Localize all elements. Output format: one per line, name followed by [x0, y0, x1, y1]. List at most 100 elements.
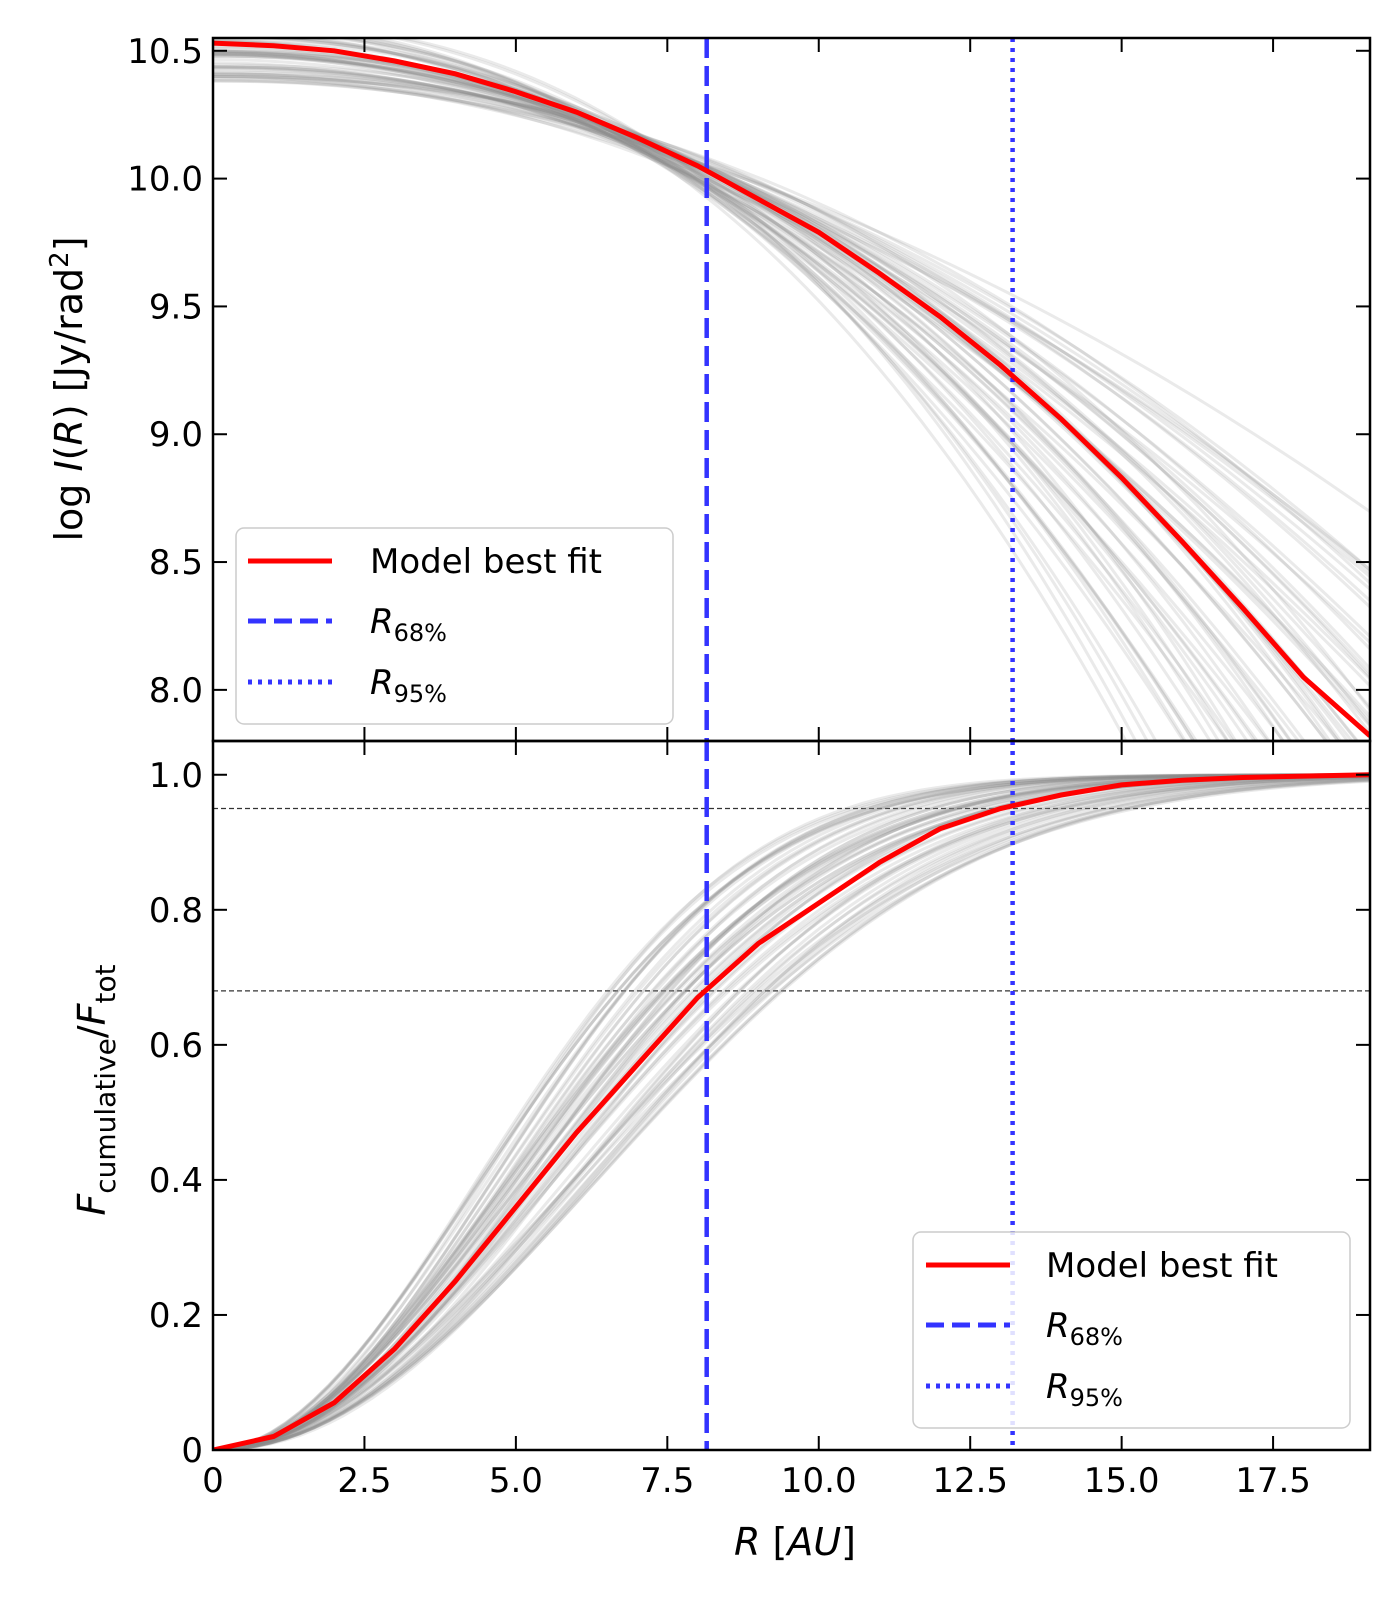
top-sample-curve	[213, 74, 1370, 513]
top-sample-curve	[213, 49, 1370, 687]
bottom-y-tick-label: 0.6	[149, 1026, 203, 1066]
top-sample-curve	[213, 54, 1370, 675]
bottom-y-axis-label: Fcumulative/Ftot	[70, 964, 122, 1215]
bottom-y-tick-label: 0.4	[149, 1161, 203, 1201]
bottom-sample-curve	[213, 777, 1370, 1450]
bottom-y-ticks: 0 0.2 0.4 0.6 0.8 1.0	[149, 756, 1370, 1471]
top-sample-curve	[213, 72, 1370, 585]
top-sample-curve	[332, 38, 1128, 741]
top-sample-curve	[213, 68, 1370, 670]
top-legend-box	[235, 527, 674, 725]
top-sample-curve	[334, 38, 1230, 741]
top-sample-curve	[213, 76, 1370, 711]
bottom-sample-curve	[213, 775, 1370, 1450]
top-sample-curve	[213, 39, 1158, 741]
top-legend-label-best-fit: Model best fit	[370, 542, 602, 582]
x-tick-label: 17.5	[1235, 1461, 1311, 1501]
top-sample-curve	[279, 38, 1260, 741]
bottom-sample-curve	[213, 775, 1370, 1450]
top-sample-curve	[213, 75, 1285, 741]
top-sample-curve	[213, 79, 1370, 572]
top-sample-curve	[213, 51, 1370, 638]
bottom-sample-curve	[213, 777, 1370, 1450]
bottom-y-tick-label: 0.8	[149, 891, 203, 931]
x-tick-label: 15.0	[1084, 1461, 1160, 1501]
x-tick-label: 5.0	[489, 1461, 543, 1501]
top-legend-label-r95: R95%	[370, 663, 447, 708]
bottom-legend-box	[912, 1231, 1351, 1429]
bottom-sample-curve	[213, 776, 1370, 1450]
top-sample-curve	[371, 38, 1186, 741]
x-tick-label: 0	[202, 1461, 224, 1501]
top-legend-label-r68: R68%	[370, 602, 447, 647]
bottom-sample-curve	[213, 775, 1370, 1450]
bottom-sample-curve	[213, 778, 1370, 1450]
bottom-sample-curve	[213, 773, 1370, 1450]
bottom-sample-curve	[213, 773, 1370, 1450]
top-y-tick-label: 8.5	[149, 543, 203, 583]
top-sample-curve	[213, 52, 1306, 741]
bottom-y-tick-label: 0.2	[149, 1296, 203, 1336]
top-sample-curve	[213, 70, 1370, 735]
bottom-threshold-lines	[213, 807, 1370, 992]
bottom-y-tick-label: 0	[181, 1431, 203, 1471]
top-y-tick-label: 10.0	[127, 160, 203, 200]
bottom-sample-curve	[213, 775, 1370, 1450]
top-sample-curve	[263, 38, 1212, 741]
bottom-legend-label-r95: R95%	[1046, 1367, 1123, 1412]
bottom-sample-curve	[213, 773, 1370, 1450]
top-y-tick-label: 10.5	[127, 32, 203, 72]
bottom-sample-curve	[213, 774, 1370, 1450]
top-sample-curve	[213, 49, 1249, 741]
top-y-ticks: 8.0 8.5 9.0 9.5 10.0 10.5	[127, 32, 1370, 711]
top-sample-curve	[312, 38, 1149, 741]
bottom-sample-curve	[213, 779, 1370, 1450]
top-sample-curve	[213, 66, 1370, 650]
bottom-x-ticks: 0 2.5 5.0 7.5 10.0 12.5 15.0 17.5	[202, 741, 1311, 1501]
bottom-sample-curve	[213, 773, 1370, 1450]
bottom-sample-curve	[213, 773, 1370, 1450]
top-sample-curve	[213, 57, 1370, 574]
top-legend: Model best fit R68% R95%	[235, 527, 674, 725]
top-sample-curve	[213, 52, 1230, 741]
bottom-sample-curve	[213, 773, 1370, 1450]
top-sample-curves	[213, 38, 1370, 741]
bottom-panel: 0 0.2 0.4 0.6 0.8 1.0 0 2.5 5.0 7.5 10.0 12.5 15.0 1…	[70, 739, 1372, 1564]
top-sample-curve	[304, 38, 1270, 741]
top-sample-curve	[213, 74, 1370, 571]
top-reference-lines	[704, 38, 1015, 741]
bottom-sample-curve	[213, 773, 1370, 1450]
x-tick-label: 2.5	[337, 1461, 391, 1501]
bottom-plot-frame	[211, 739, 1372, 1452]
bottom-sample-curve	[213, 779, 1370, 1450]
bottom-legend-label-r68: R68%	[1046, 1306, 1123, 1351]
bottom-sample-curve	[213, 773, 1370, 1450]
bottom-sample-curve	[213, 773, 1370, 1450]
bottom-sample-curve	[213, 778, 1370, 1450]
top-sample-curve	[213, 78, 1370, 602]
bottom-sample-curve	[213, 773, 1370, 1450]
bottom-sample-curve	[213, 773, 1370, 1450]
top-sample-curve	[388, 38, 1187, 741]
top-sample-curve	[213, 61, 1370, 578]
top-y-tick-label: 8.0	[149, 671, 203, 711]
bottom-y-tick-label: 1.0	[149, 756, 203, 796]
bottom-sample-curve	[213, 773, 1370, 1450]
x-tick-label: 10.0	[781, 1461, 857, 1501]
bottom-sample-curve	[213, 773, 1370, 1450]
bottom-sample-curve	[213, 776, 1370, 1450]
bottom-sample-curve	[213, 773, 1370, 1450]
bottom-sample-curve	[213, 776, 1370, 1450]
top-sample-curve	[341, 38, 1199, 741]
bottom-sample-curve	[213, 776, 1370, 1450]
bottom-best-fit-line	[213, 772, 1370, 1450]
bottom-sample-curve	[213, 775, 1370, 1450]
top-sample-curve	[213, 65, 1271, 741]
top-sample-curve	[213, 54, 1293, 741]
top-sample-curve	[213, 65, 1293, 741]
x-tick-label: 7.5	[640, 1461, 694, 1501]
bottom-sample-curve	[213, 773, 1370, 1450]
bottom-sample-curve	[213, 778, 1370, 1450]
bottom-sample-curve	[213, 775, 1370, 1450]
